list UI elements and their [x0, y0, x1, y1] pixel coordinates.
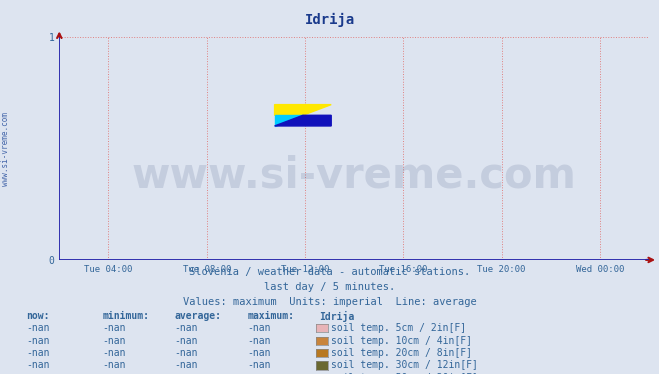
Text: www.si-vreme.com: www.si-vreme.com	[1, 112, 10, 186]
Text: maximum:: maximum:	[247, 311, 294, 321]
Text: -nan: -nan	[102, 336, 126, 346]
Text: minimum:: minimum:	[102, 311, 149, 321]
Text: -nan: -nan	[247, 336, 271, 346]
Text: -nan: -nan	[26, 361, 50, 370]
Polygon shape	[275, 115, 303, 126]
Text: -nan: -nan	[247, 361, 271, 370]
Text: Idrija: Idrija	[304, 13, 355, 27]
Text: soil temp. 50cm / 20in[F]: soil temp. 50cm / 20in[F]	[331, 373, 478, 374]
Text: soil temp. 5cm / 2in[F]: soil temp. 5cm / 2in[F]	[331, 324, 467, 333]
Text: -nan: -nan	[26, 324, 50, 333]
Text: -nan: -nan	[175, 373, 198, 374]
Text: -nan: -nan	[175, 348, 198, 358]
Text: -nan: -nan	[175, 361, 198, 370]
Text: soil temp. 20cm / 8in[F]: soil temp. 20cm / 8in[F]	[331, 348, 473, 358]
Polygon shape	[275, 105, 331, 115]
Text: now:: now:	[26, 311, 50, 321]
Text: average:: average:	[175, 311, 221, 321]
Text: -nan: -nan	[102, 324, 126, 333]
Text: -nan: -nan	[26, 348, 50, 358]
Text: soil temp. 10cm / 4in[F]: soil temp. 10cm / 4in[F]	[331, 336, 473, 346]
Text: last day / 5 minutes.: last day / 5 minutes.	[264, 282, 395, 292]
Text: -nan: -nan	[175, 324, 198, 333]
Text: Values: maximum  Units: imperial  Line: average: Values: maximum Units: imperial Line: av…	[183, 297, 476, 307]
Text: -nan: -nan	[247, 324, 271, 333]
Text: Slovenia / weather data - automatic stations.: Slovenia / weather data - automatic stat…	[189, 267, 470, 278]
Text: -nan: -nan	[26, 373, 50, 374]
Text: -nan: -nan	[175, 336, 198, 346]
Text: Idrija: Idrija	[320, 310, 355, 322]
Text: www.si-vreme.com: www.si-vreme.com	[132, 154, 577, 196]
Text: -nan: -nan	[102, 348, 126, 358]
Text: -nan: -nan	[247, 348, 271, 358]
Text: -nan: -nan	[102, 373, 126, 374]
Text: -nan: -nan	[26, 336, 50, 346]
Text: -nan: -nan	[102, 361, 126, 370]
Text: -nan: -nan	[247, 373, 271, 374]
Text: soil temp. 30cm / 12in[F]: soil temp. 30cm / 12in[F]	[331, 361, 478, 370]
Polygon shape	[275, 115, 331, 126]
